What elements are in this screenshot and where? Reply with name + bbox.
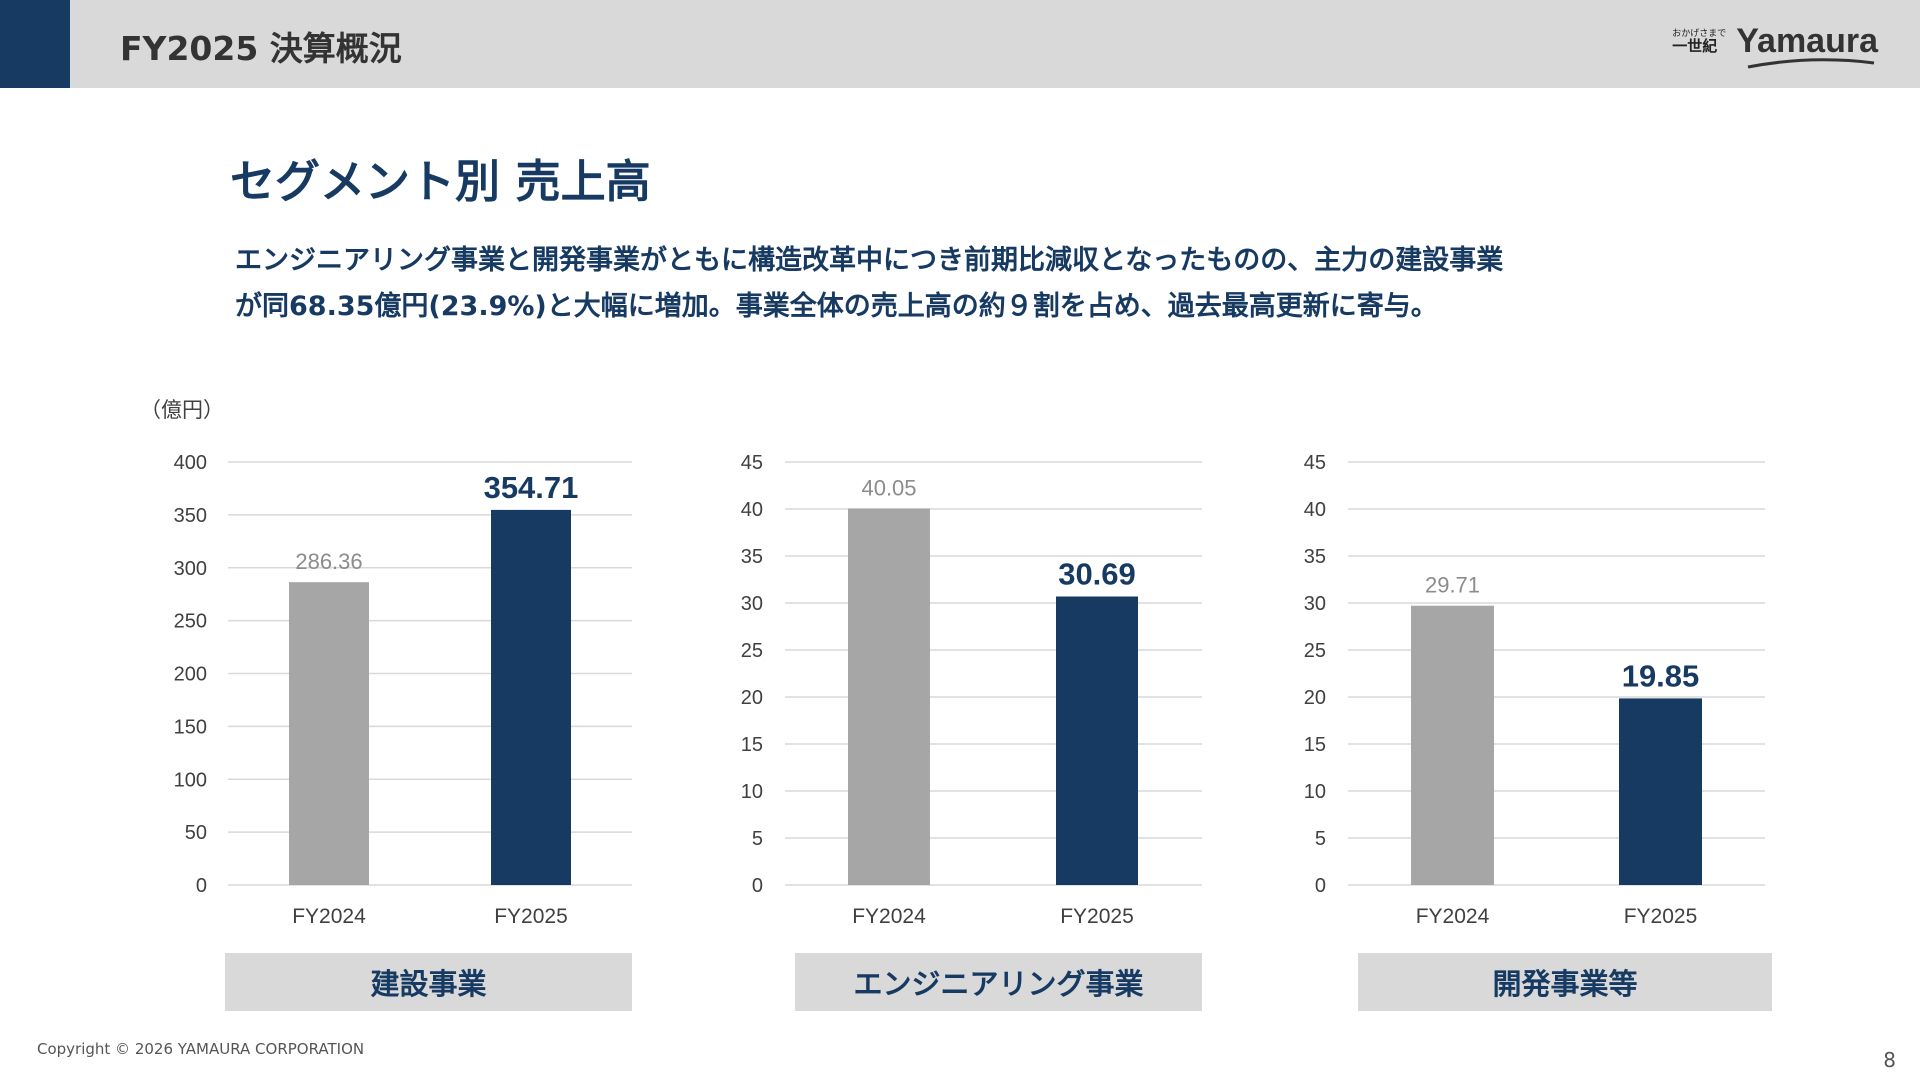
logo-tagline: おかげさまで 一世紀: [1672, 28, 1727, 55]
summary-line: エンジニアリング事業と開発事業がともに構造改革中につき前期比減収となったものの、…: [235, 245, 1504, 276]
y-tick-label: 10: [741, 781, 763, 803]
logo-wordmark: Yamaura: [1736, 22, 1878, 69]
x-tick-label: FY2025: [1624, 905, 1698, 928]
bar: [848, 508, 930, 885]
y-tick-label: 30: [1304, 593, 1326, 615]
y-tick-label: 30: [741, 593, 763, 615]
logo-swoosh-icon: [1747, 58, 1875, 69]
y-tick-label: 0: [752, 875, 763, 897]
copyright: Copyright © 2026 YAMAURA CORPORATION: [37, 1040, 365, 1058]
y-tick-label: 150: [174, 716, 207, 738]
y-tick-label: 25: [741, 640, 763, 662]
page-number: 8: [1883, 1048, 1896, 1072]
bar: [1619, 698, 1702, 885]
segment-label-construction: 建設事業: [225, 953, 632, 1011]
logo-tagline-small: おかげさまで: [1672, 28, 1727, 39]
y-tick-label: 200: [174, 664, 207, 686]
logo-wordmark-text: Yamaura: [1736, 22, 1878, 60]
y-tick-label: 350: [174, 505, 207, 527]
unit-label: （億円）: [140, 398, 224, 422]
x-tick-label: FY2024: [1416, 905, 1490, 928]
y-tick-label: 0: [1315, 875, 1326, 897]
segment-label-engineering: エンジニアリング事業: [795, 953, 1202, 1011]
summary-text: エンジニアリング事業と開発事業がともに構造改革中につき前期比減収となったものの、…: [235, 238, 1775, 330]
data-label: 286.36: [295, 549, 362, 574]
header-bar: [0, 0, 1920, 88]
y-tick-label: 45: [1304, 452, 1326, 474]
x-tick-label: FY2024: [852, 905, 926, 928]
y-tick-label: 20: [1304, 687, 1326, 709]
bar: [1056, 596, 1138, 885]
data-label: 354.71: [484, 470, 579, 505]
y-tick-label: 400: [174, 452, 207, 474]
page-title: FY2025 決算概況: [120, 29, 402, 68]
y-tick-label: 0: [196, 875, 207, 897]
bar: [491, 509, 571, 885]
company-logo: おかげさまで 一世紀 Yamaura: [1672, 22, 1878, 69]
y-tick-label: 100: [174, 769, 207, 791]
x-tick-label: FY2024: [292, 905, 366, 928]
y-tick-label: 50: [185, 822, 207, 844]
y-tick-label: 5: [1315, 828, 1326, 850]
data-label: 29.71: [1425, 573, 1480, 598]
y-tick-label: 45: [741, 452, 763, 474]
y-tick-label: 40: [1304, 499, 1326, 521]
y-tick-label: 35: [1304, 546, 1326, 568]
logo-tagline-big: 一世紀: [1672, 36, 1718, 55]
y-tick-label: 15: [1304, 734, 1326, 756]
y-tick-label: 35: [741, 546, 763, 568]
y-tick-label: 250: [174, 611, 207, 633]
bar: [289, 582, 369, 885]
y-tick-label: 15: [741, 734, 763, 756]
data-label: 19.85: [1622, 658, 1700, 693]
section-title: セグメント別 売上高: [230, 155, 651, 208]
y-tick-label: 40: [741, 499, 763, 521]
y-tick-label: 20: [741, 687, 763, 709]
y-tick-label: 300: [174, 558, 207, 580]
summary-line: が同68.35億円(23.9%)と大幅に増加。事業全体の売上高の約９割を占め、過…: [235, 291, 1438, 322]
data-label: 30.69: [1058, 557, 1136, 592]
data-label: 40.05: [861, 476, 916, 501]
x-tick-label: FY2025: [1060, 905, 1134, 928]
bar: [1411, 605, 1494, 885]
y-tick-label: 10: [1304, 781, 1326, 803]
header-accent: [0, 0, 70, 88]
x-tick-label: FY2025: [494, 905, 568, 928]
segment-label-development: 開発事業等: [1358, 953, 1772, 1011]
y-tick-label: 5: [752, 828, 763, 850]
y-tick-label: 25: [1304, 640, 1326, 662]
